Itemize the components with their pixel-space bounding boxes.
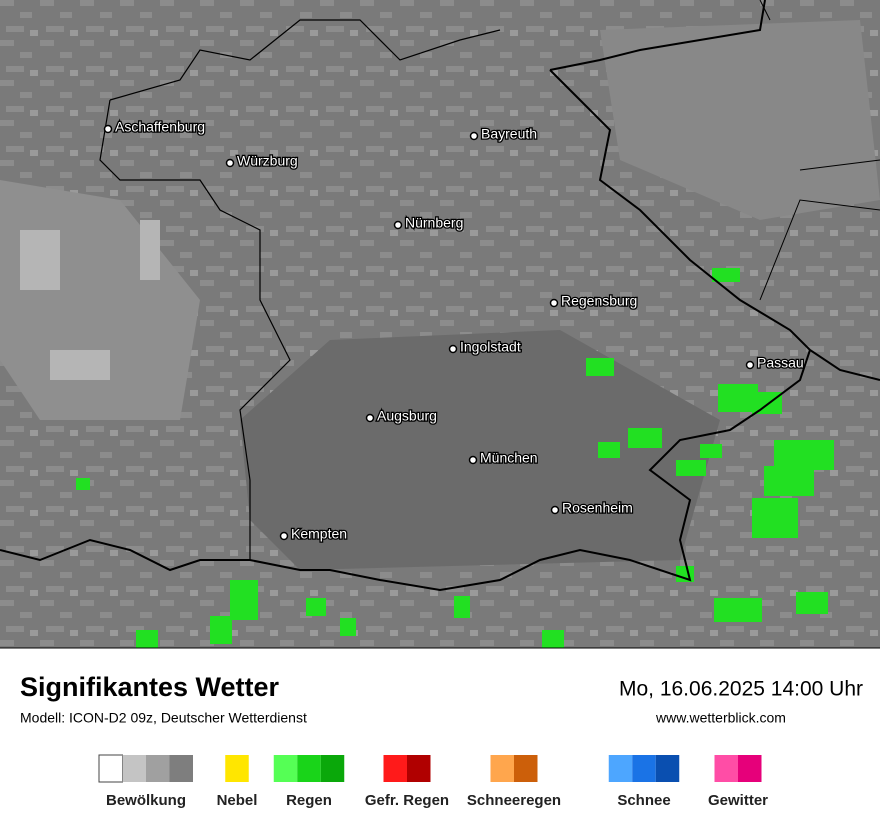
city-dot — [448, 344, 458, 354]
legend-swatch — [297, 755, 321, 782]
borders — [0, 0, 880, 592]
city-label: Aschaffenburg — [115, 119, 205, 135]
city-dot — [393, 220, 403, 230]
city-label: Bayreuth — [481, 126, 537, 142]
legend-swatch — [383, 755, 407, 782]
city-dot — [745, 360, 755, 370]
city-label: Kempten — [291, 526, 347, 542]
legend-swatch — [655, 755, 680, 782]
subtitle: Modell: ICON-D2 09z, Deutscher Wetterdie… — [20, 710, 307, 726]
city-dot — [103, 124, 113, 134]
city-dot — [468, 455, 478, 465]
cloud-field — [20, 220, 160, 380]
legend-swatch — [320, 755, 345, 782]
legend-swatch — [407, 755, 431, 782]
legend-label: Bewölkung — [106, 792, 186, 809]
legend-swatch — [514, 755, 538, 782]
legend-swatch — [632, 755, 656, 782]
cities: Aschaffenburg Würzburg Bayreuth Nürnberg Reg… — [103, 117, 805, 543]
legend-label: Gewitter — [708, 792, 768, 809]
city-label: Würzburg — [237, 153, 298, 169]
map: Aschaffenburg Würzburg Bayreuth Nürnberg Reg… — [0, 0, 880, 648]
legend-label: Regen — [286, 792, 332, 809]
legend-swatch — [714, 755, 738, 782]
cloud-field — [240, 330, 720, 570]
city-label: Regensburg — [561, 293, 637, 309]
legend-swatch — [490, 755, 514, 782]
legend-swatch — [608, 755, 633, 782]
legend-swatch — [225, 755, 249, 782]
city-dot — [225, 158, 235, 168]
city-label: Nürnberg — [405, 215, 463, 231]
cloud-field — [600, 20, 880, 220]
legend-swatch — [98, 754, 123, 783]
city-dot — [549, 298, 559, 308]
datetime: Mo, 16.06.2025 14:00 Uhr — [619, 678, 863, 701]
city-label: Ingolstadt — [460, 339, 521, 355]
city-label: Augsburg — [377, 408, 437, 424]
legend-swatch — [122, 755, 146, 782]
city-dot — [279, 531, 289, 541]
title: Signifikantes Wetter — [20, 672, 280, 702]
city-dot — [550, 505, 560, 515]
legend: Bewölkung Nebel Regen Gefr. Regen Schneerege… — [98, 754, 768, 809]
legend-label: Schneeregen — [467, 792, 561, 809]
rain-areas — [76, 268, 834, 648]
legend-swatch — [273, 755, 298, 782]
legend-swatch — [738, 755, 762, 782]
legend-label: Schnee — [617, 792, 670, 809]
legend-swatch — [146, 755, 170, 782]
website: www.wetterblick.com — [655, 710, 786, 726]
city-label: München — [480, 450, 538, 466]
city-dot — [469, 131, 479, 141]
city-label: Passau — [757, 355, 804, 371]
city-label: Rosenheim — [562, 500, 633, 516]
legend-swatch — [169, 755, 193, 782]
legend-label: Nebel — [217, 792, 258, 809]
city-dot — [365, 413, 375, 423]
legend-label: Gefr. Regen — [365, 792, 449, 809]
